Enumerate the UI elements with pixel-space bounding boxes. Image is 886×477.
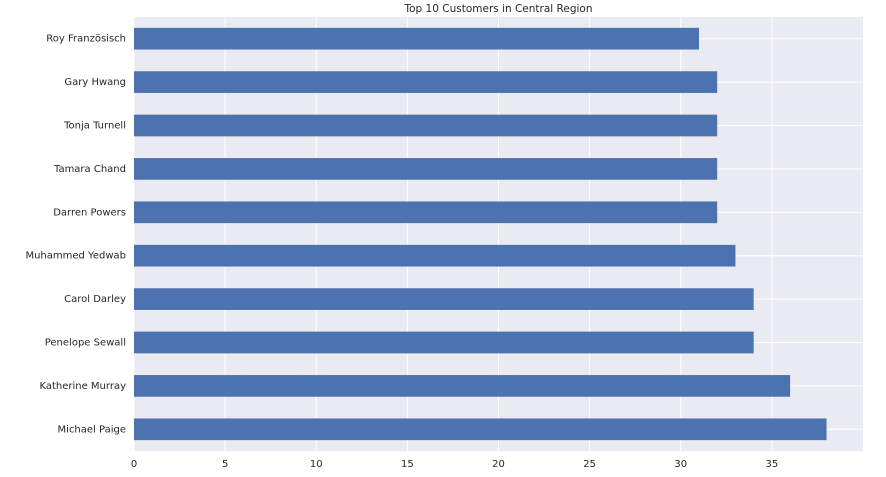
x-tick-label: 5 — [222, 459, 228, 470]
bar-gary-hwang — [134, 71, 718, 93]
bar-muhammed-yedwab — [134, 244, 736, 267]
y-tick-label: Carol Darley — [64, 294, 126, 305]
bar-roy-franz-sisch — [134, 27, 699, 50]
x-tick-labels: 0 5 10 15 20 25 30 35 — [131, 459, 778, 470]
x-tick-label: 25 — [583, 459, 596, 470]
bar-tonja-turnell — [134, 114, 718, 137]
y-tick-label: Darren Powers — [53, 207, 126, 218]
y-tick-label: Penelope Sewall — [45, 338, 126, 349]
y-tick-label: Tamara Chand — [53, 164, 126, 175]
bars — [134, 27, 827, 441]
y-tick-labels: Michael Paige Katherine Murray Penelope Se… — [25, 34, 126, 436]
y-tick-label: Katherine Murray — [39, 381, 126, 392]
bar-michael-paige — [134, 418, 827, 441]
bar-katherine-murray — [134, 375, 791, 397]
bar-carol-darley — [134, 288, 754, 310]
y-tick-label: Muhammed Yedwab — [25, 251, 126, 262]
x-tick-label: 0 — [131, 459, 137, 470]
bar-penelope-sewall — [134, 331, 754, 354]
bar-darren-powers — [134, 201, 718, 224]
x-tick-label: 10 — [310, 459, 323, 470]
x-tick-label: 35 — [766, 459, 779, 470]
x-tick-label: 15 — [401, 459, 414, 470]
chart-title: Top 10 Customers in Central Region — [404, 3, 593, 15]
x-tick-label: 20 — [492, 459, 505, 470]
bar-tamara-chand — [134, 158, 718, 180]
y-tick-label: Gary Hwang — [64, 77, 126, 88]
y-tick-label: Michael Paige — [58, 424, 126, 435]
y-tick-label: Tonja Turnell — [63, 121, 126, 132]
x-tick-label: 30 — [674, 459, 687, 470]
y-tick-label: Roy Französisch — [46, 34, 126, 45]
